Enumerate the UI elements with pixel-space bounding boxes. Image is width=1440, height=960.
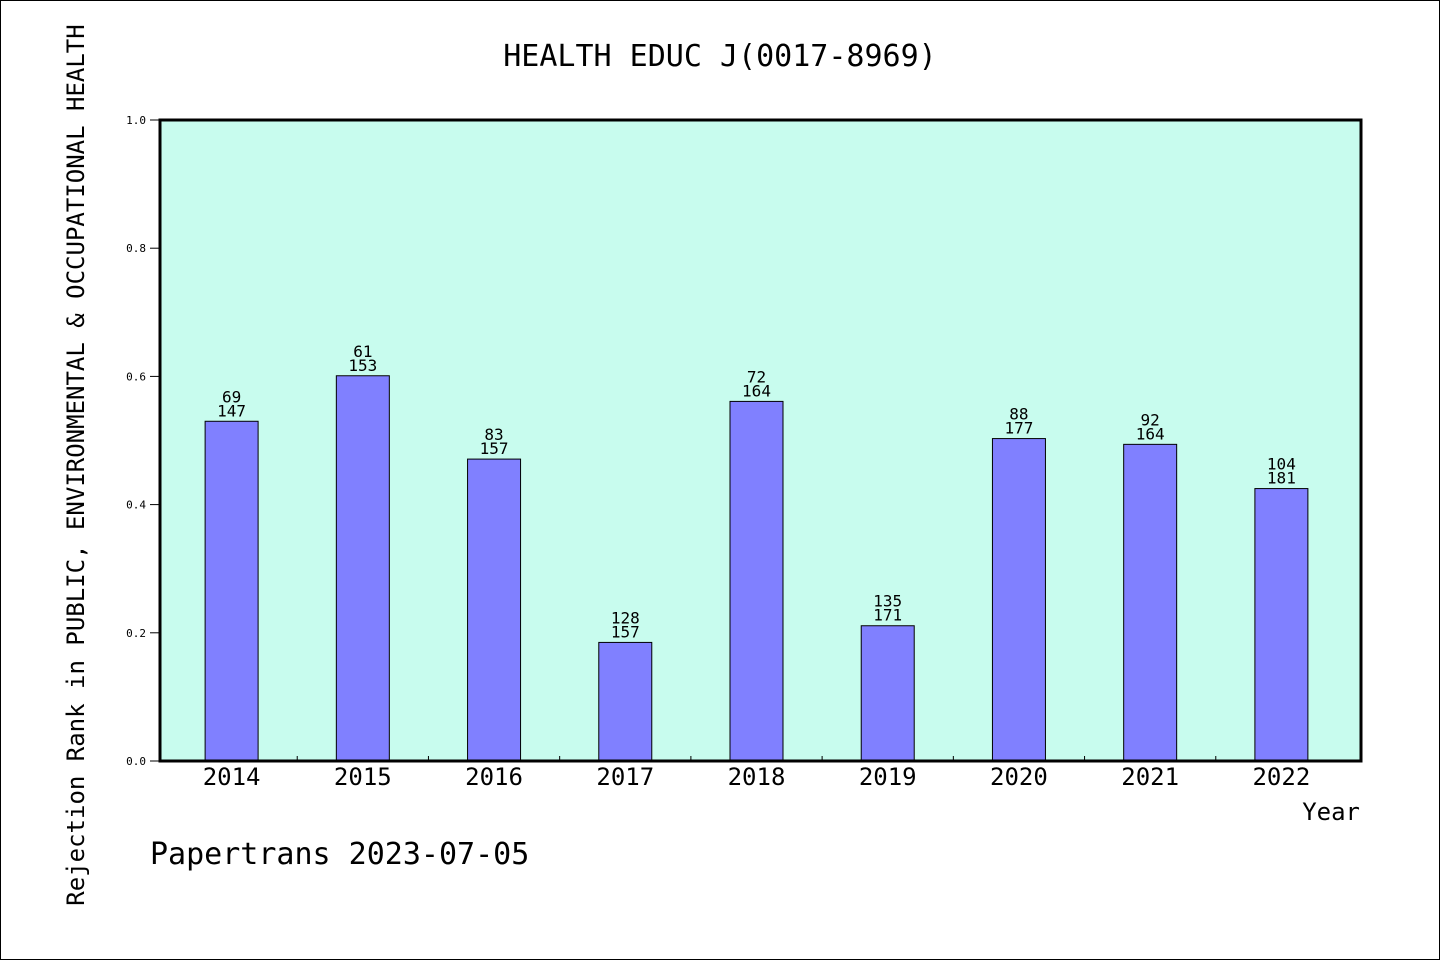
y-tick-label: 0.4 bbox=[126, 499, 146, 512]
x-tick-label: 2017 bbox=[596, 763, 654, 791]
data-label-rank: 83 bbox=[484, 425, 503, 444]
data-label-rank: 135 bbox=[873, 592, 902, 611]
y-tick-label: 0.0 bbox=[126, 755, 146, 768]
bars-layer bbox=[204, 375, 1309, 762]
bar bbox=[991, 438, 1046, 762]
data-label-total: 157 bbox=[611, 622, 640, 641]
bar bbox=[598, 641, 653, 762]
x-tick-label: 2018 bbox=[728, 763, 786, 791]
y-tick-label: 1.0 bbox=[126, 114, 146, 127]
bar bbox=[204, 420, 259, 762]
y-tick-label: 0.6 bbox=[126, 370, 146, 383]
data-label-total: 147 bbox=[217, 401, 246, 420]
data-label-rank: 104 bbox=[1267, 455, 1296, 474]
bar bbox=[729, 400, 784, 762]
x-tick-label: 2015 bbox=[334, 763, 392, 791]
y-axis-label: Rejection Rank in PUBLIC, ENVIRONMENTAL … bbox=[62, 24, 90, 905]
data-label-total: 181 bbox=[1267, 469, 1296, 488]
x-tick-label: 2019 bbox=[859, 763, 917, 791]
y-tick-label: 0.8 bbox=[126, 242, 146, 255]
data-label-rank: 72 bbox=[747, 367, 766, 386]
x-tick-label: 2020 bbox=[990, 763, 1048, 791]
data-label-total: 157 bbox=[480, 439, 509, 458]
plot-border bbox=[158, 118, 1363, 763]
data-label-total: 171 bbox=[873, 606, 902, 625]
data-label-rank: 61 bbox=[353, 342, 372, 361]
y-tick-label: 0.2 bbox=[126, 627, 146, 640]
x-tick-label: 2014 bbox=[203, 763, 261, 791]
bar bbox=[1123, 443, 1178, 762]
data-label-total: 153 bbox=[348, 356, 377, 375]
bar bbox=[335, 375, 390, 762]
data-label-total: 164 bbox=[1136, 424, 1165, 443]
data-label-rank: 69 bbox=[222, 387, 241, 406]
data-label-rank: 128 bbox=[611, 608, 640, 627]
x-tick-label: 2016 bbox=[465, 763, 523, 791]
x-axis-label: Year bbox=[1302, 798, 1360, 826]
footer-credit: Papertrans 2023-07-05 bbox=[150, 837, 529, 872]
data-label-rank: 92 bbox=[1141, 410, 1160, 429]
x-axis: 2014 2015 2016 2017 2018 2019 2020 2021 2022 bbox=[203, 756, 1310, 791]
data-label-rank: 88 bbox=[1009, 405, 1028, 424]
x-tick-label: 2022 bbox=[1252, 763, 1310, 791]
chart-title: HEALTH EDUC J(0017-8969) bbox=[503, 39, 936, 74]
data-label-total: 164 bbox=[742, 381, 771, 400]
y-axis: 0.0 0.2 0.4 0.6 0.8 1.0 bbox=[126, 114, 160, 768]
bar bbox=[860, 625, 915, 762]
data-label-total: 177 bbox=[1004, 419, 1033, 438]
bar bbox=[467, 458, 522, 762]
x-tick-label: 2021 bbox=[1121, 763, 1179, 791]
bar bbox=[1254, 488, 1309, 762]
